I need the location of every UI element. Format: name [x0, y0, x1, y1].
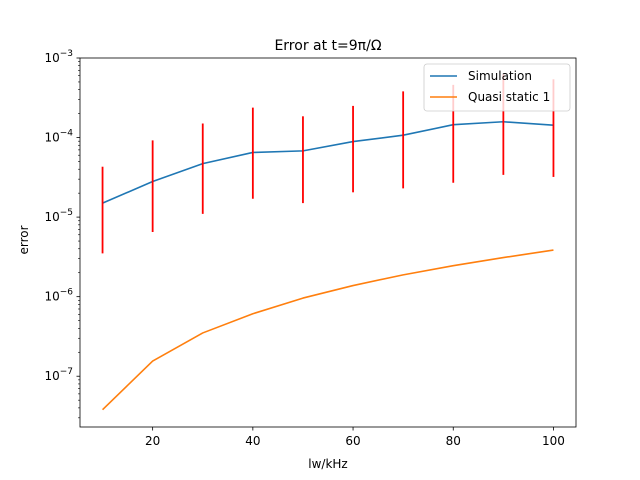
- y-tick-label: 10−3: [44, 49, 73, 65]
- x-tick-label: 20: [145, 434, 160, 448]
- legend-box: [423, 63, 571, 112]
- axis-ticks: 20 40 60 80 100 10−7 10−6 10−5 10−4 10−3: [44, 49, 564, 448]
- x-tick-label: 60: [345, 434, 360, 448]
- x-tick-label: 40: [245, 434, 260, 448]
- y-tick-label: 10−6: [44, 288, 73, 304]
- legend-label: Quasi static 1: [468, 90, 550, 104]
- y-tick-label: 10−4: [44, 129, 73, 145]
- y-axis-label: error: [17, 225, 31, 254]
- y-tick-label: 10−7: [44, 367, 73, 383]
- series-line-quasi-static-1: [101, 249, 554, 411]
- x-tick-label: 100: [542, 434, 565, 448]
- y-tick-label: 10−5: [44, 208, 73, 224]
- legend-label: Simulation: [468, 69, 532, 83]
- plot-area: [79, 57, 577, 428]
- series-line-simulation: [102, 120, 554, 204]
- x-axis-label: lw/kHz: [308, 457, 347, 471]
- chart-title: Error at t=9π/Ω: [274, 38, 381, 54]
- legend: Simulation Quasi static 1: [423, 63, 571, 112]
- plot-frame: [79, 57, 577, 428]
- x-tick-label: 80: [446, 434, 461, 448]
